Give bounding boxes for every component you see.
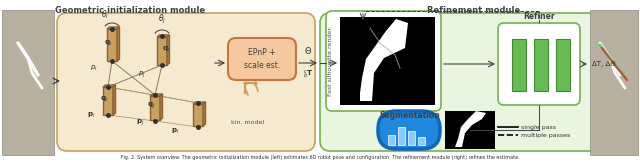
FancyBboxPatch shape xyxy=(498,23,580,105)
Bar xyxy=(534,39,548,91)
FancyBboxPatch shape xyxy=(378,111,440,149)
Polygon shape xyxy=(107,27,120,29)
Text: $\mathbf{p}_i$: $\mathbf{p}_i$ xyxy=(171,126,179,136)
Text: single pass: single pass xyxy=(521,125,556,129)
Text: Θ: Θ xyxy=(305,47,311,56)
Text: kin. model: kin. model xyxy=(232,120,264,126)
Bar xyxy=(512,39,526,91)
Polygon shape xyxy=(103,87,113,115)
Bar xyxy=(398,127,405,145)
Text: EPnP +
scale est.: EPnP + scale est. xyxy=(244,48,280,70)
Bar xyxy=(590,10,638,155)
Text: $\mathbf{q}_j$: $\mathbf{q}_j$ xyxy=(147,101,155,111)
Text: $\mathbf{q}_i$: $\mathbf{q}_i$ xyxy=(100,94,108,104)
Text: $\mathbf{p}_j$: $\mathbf{p}_j$ xyxy=(136,118,144,128)
Polygon shape xyxy=(113,85,115,115)
Polygon shape xyxy=(455,111,486,147)
FancyBboxPatch shape xyxy=(326,11,441,111)
Bar xyxy=(2,10,54,155)
Polygon shape xyxy=(193,104,203,126)
Text: $^c_b\mathbf{T}$: $^c_b\mathbf{T}$ xyxy=(303,69,313,81)
Text: Refiner: Refiner xyxy=(523,12,555,21)
Polygon shape xyxy=(160,94,163,120)
Polygon shape xyxy=(203,102,205,126)
Text: $\mathbf{q}_i$: $\mathbf{q}_i$ xyxy=(162,44,170,54)
Polygon shape xyxy=(150,96,160,120)
Text: Fast silhouette render.: Fast silhouette render. xyxy=(328,26,333,96)
Polygon shape xyxy=(103,85,115,87)
Polygon shape xyxy=(157,35,170,37)
Polygon shape xyxy=(157,37,167,65)
Polygon shape xyxy=(360,19,408,101)
Polygon shape xyxy=(107,29,117,61)
FancyBboxPatch shape xyxy=(320,13,628,151)
Text: ΔT, ΔΘ: ΔT, ΔΘ xyxy=(592,61,616,67)
Bar xyxy=(445,111,495,149)
Text: $p_j$: $p_j$ xyxy=(138,70,146,80)
Polygon shape xyxy=(193,102,205,104)
Text: $\theta_j$: $\theta_j$ xyxy=(158,13,166,26)
Polygon shape xyxy=(167,35,170,65)
Text: multiple passes: multiple passes xyxy=(521,133,570,138)
Text: Geometric initialization module: Geometric initialization module xyxy=(55,6,205,15)
Text: Segmentation: Segmentation xyxy=(380,111,440,120)
Text: $p_i$: $p_i$ xyxy=(90,63,98,73)
FancyBboxPatch shape xyxy=(57,13,315,151)
Bar xyxy=(388,135,395,145)
Text: Fig. 2. System overview. The geometric initialization module (left) estimates 6D: Fig. 2. System overview. The geometric i… xyxy=(121,155,519,160)
Text: $\mathbf{q}_i$: $\mathbf{q}_i$ xyxy=(104,38,112,48)
Text: Refinement module: Refinement module xyxy=(428,6,520,15)
Bar xyxy=(556,39,570,91)
Bar xyxy=(408,131,415,145)
Bar xyxy=(418,137,425,145)
Bar xyxy=(340,17,435,105)
Polygon shape xyxy=(117,27,120,61)
FancyBboxPatch shape xyxy=(228,38,296,80)
Text: $\theta_i$: $\theta_i$ xyxy=(101,8,109,21)
Polygon shape xyxy=(150,94,163,96)
Text: $\mathbf{p}_i$: $\mathbf{p}_i$ xyxy=(87,110,95,120)
